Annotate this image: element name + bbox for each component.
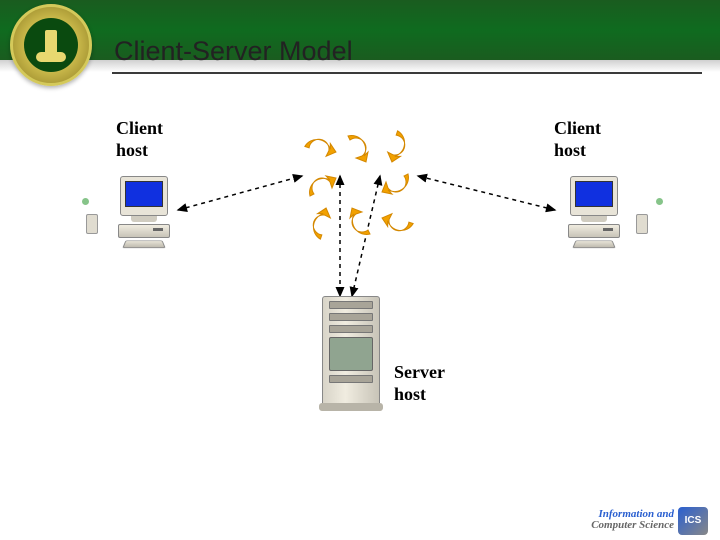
header-bar bbox=[0, 0, 720, 60]
client-left-label: Clienthost bbox=[116, 118, 163, 161]
logo-emblem bbox=[24, 18, 78, 72]
footer-logo: Information and Computer Science ICS bbox=[591, 509, 708, 532]
university-logo bbox=[10, 4, 92, 86]
curved-arrow-icon bbox=[292, 118, 346, 172]
diagram-canvas: Clienthost Clienthost Serverhost bbox=[0, 100, 720, 480]
header-shadow bbox=[0, 60, 720, 72]
footer-line1: Information and bbox=[599, 508, 675, 520]
curved-arrow-icon bbox=[372, 118, 426, 172]
curved-arrow-icon bbox=[292, 198, 346, 252]
monitor-icon bbox=[570, 176, 618, 216]
page-title: Client-Server Model bbox=[114, 36, 353, 67]
footer-line2: Computer Science bbox=[591, 519, 674, 531]
client-computer-icon bbox=[108, 176, 180, 248]
monitor-icon bbox=[120, 176, 168, 216]
client-computer-icon bbox=[558, 176, 630, 248]
keyboard-icon bbox=[572, 240, 615, 248]
title-underline bbox=[112, 72, 702, 74]
bullet-icon bbox=[82, 198, 89, 205]
footer-badge: ICS bbox=[678, 507, 708, 535]
server-tower-icon bbox=[322, 296, 380, 406]
cpu-icon bbox=[118, 224, 170, 238]
header: Client-Server Model bbox=[0, 0, 720, 90]
bullet-icon bbox=[656, 198, 663, 205]
keyboard-icon bbox=[122, 240, 165, 248]
server-label: Serverhost bbox=[394, 362, 445, 405]
peripheral-box bbox=[636, 214, 648, 234]
cpu-icon bbox=[568, 224, 620, 238]
curved-arrow-icon bbox=[372, 198, 426, 252]
network-cloud-icon bbox=[300, 126, 420, 226]
client-right-label: Clienthost bbox=[554, 118, 601, 161]
peripheral-box bbox=[86, 214, 98, 234]
